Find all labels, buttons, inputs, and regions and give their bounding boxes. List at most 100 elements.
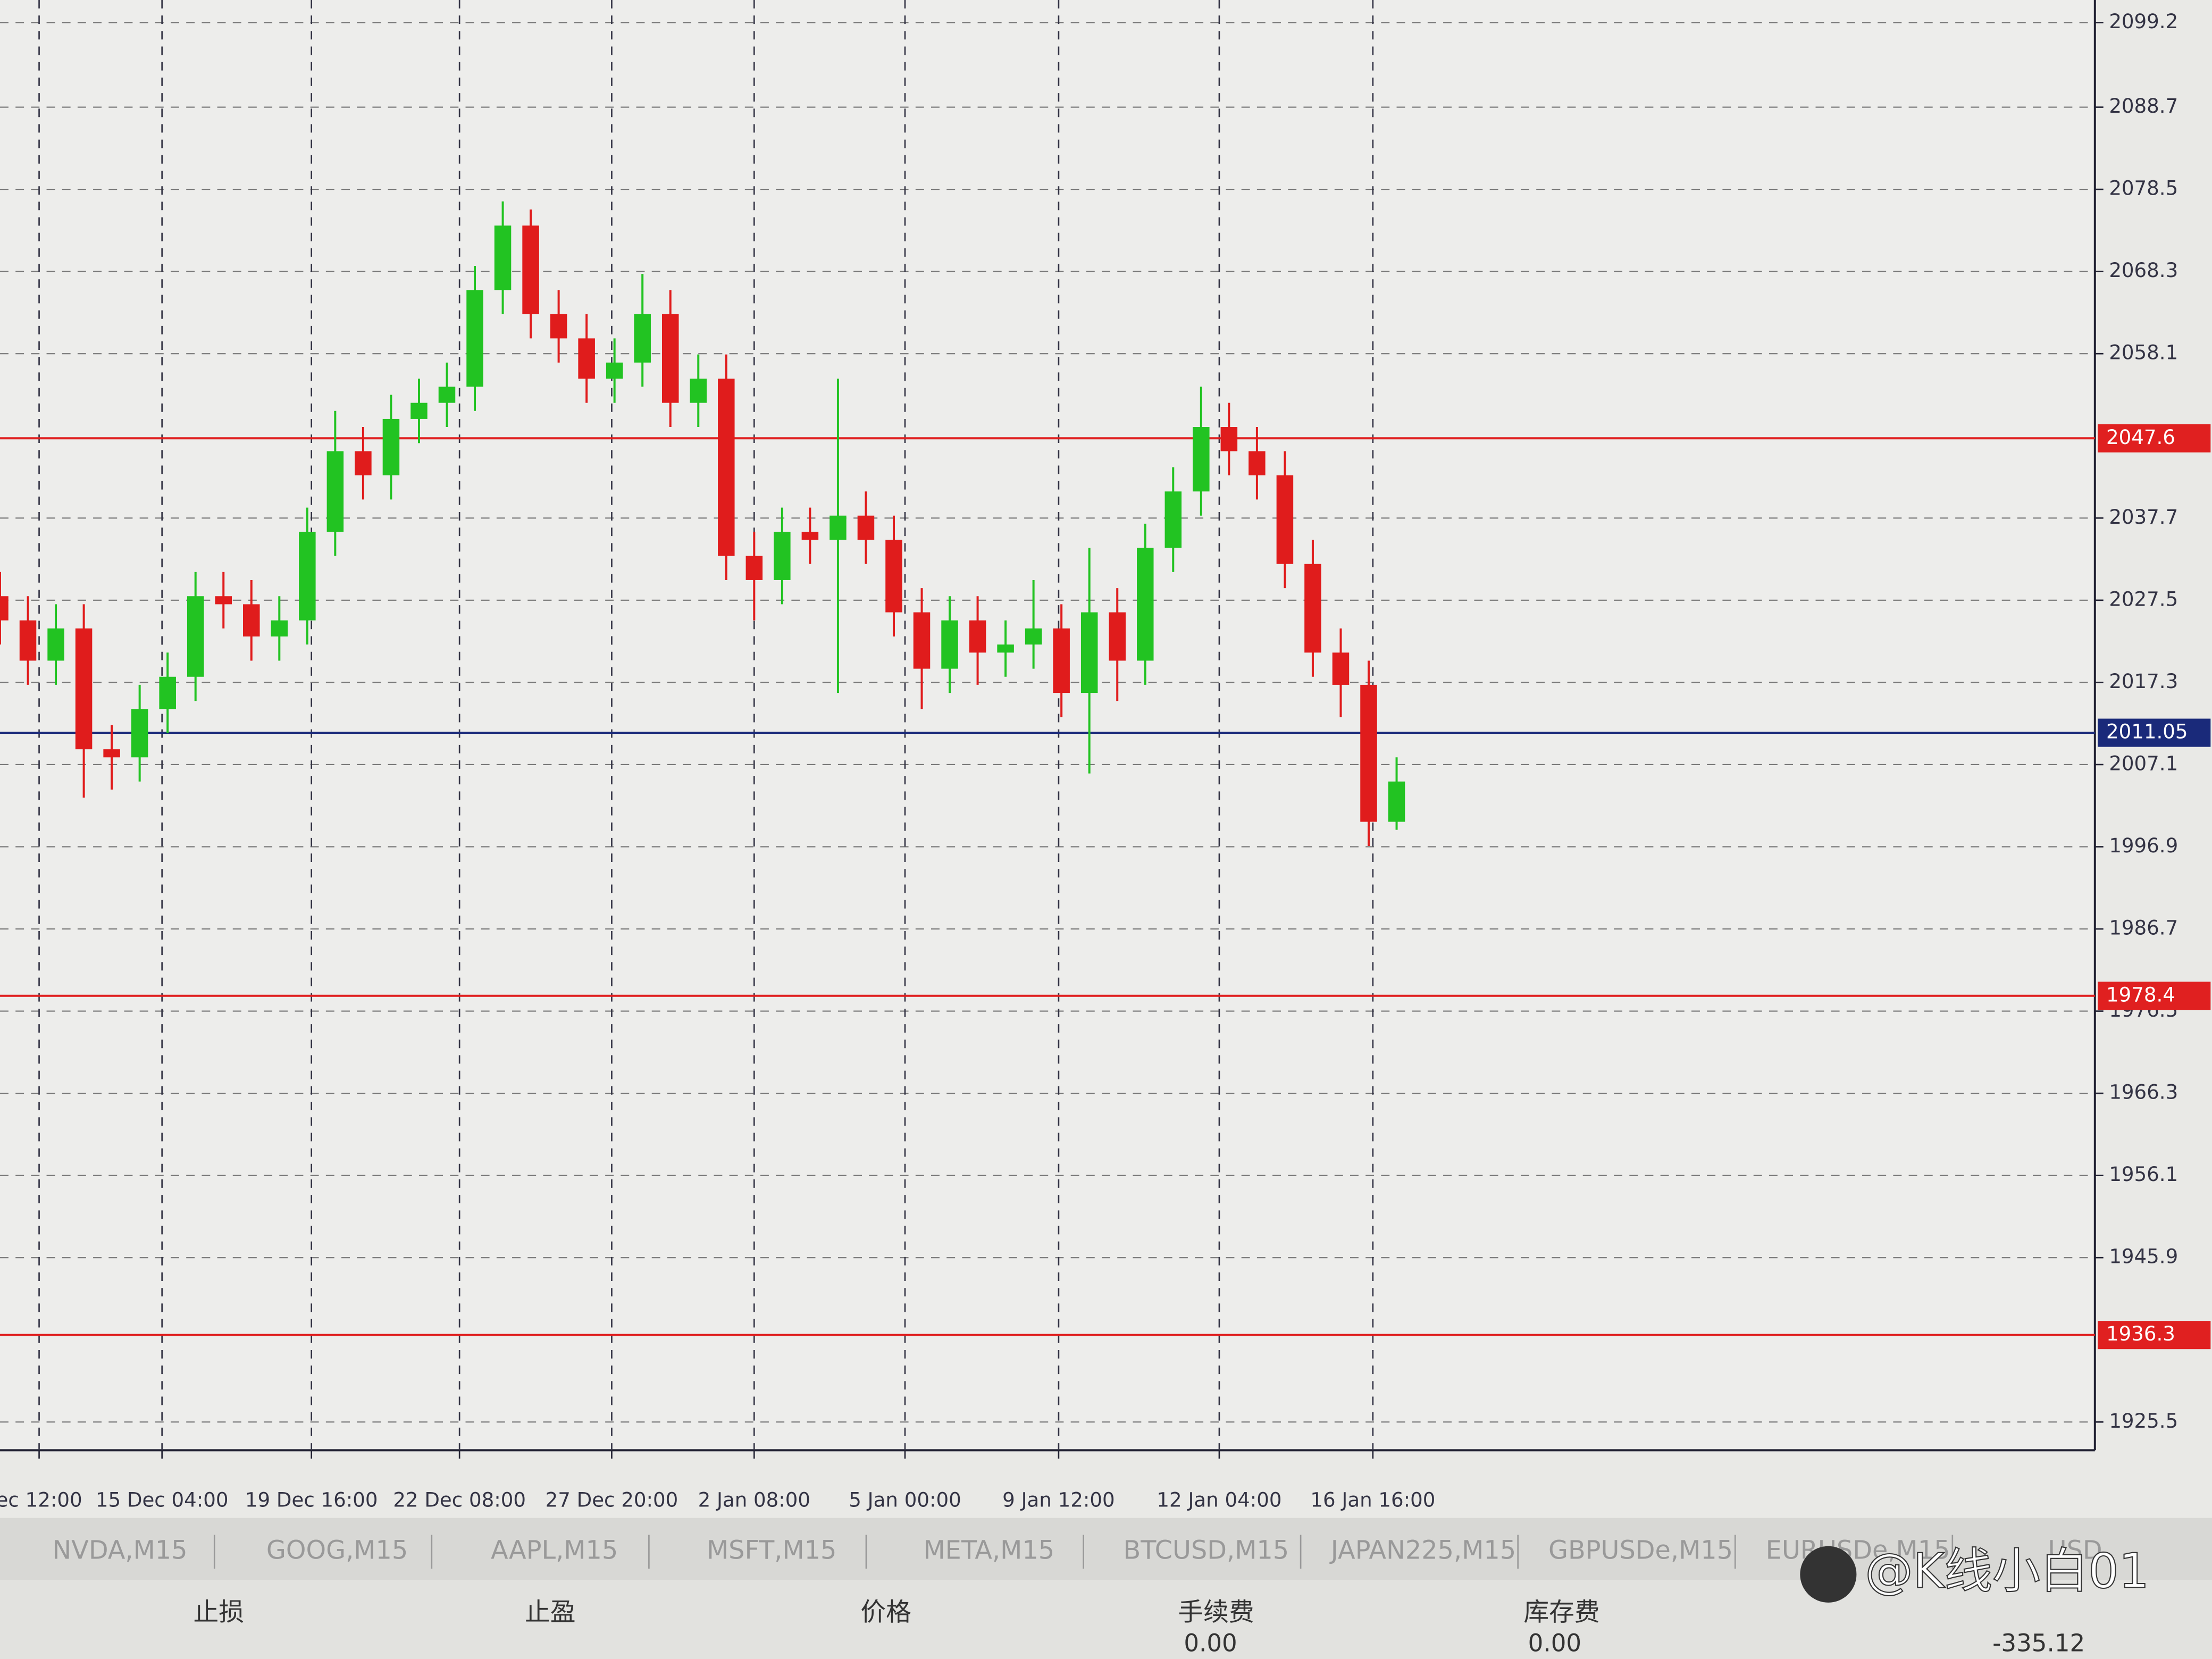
candle-body <box>494 225 512 290</box>
candle-body <box>745 556 763 580</box>
column-header: 止盈 <box>525 1598 576 1627</box>
candle-body <box>997 644 1014 653</box>
candle-body <box>941 620 958 669</box>
candle-body <box>466 290 483 387</box>
candle-body <box>382 418 400 475</box>
candle-body <box>355 451 372 475</box>
x-tick-label: 9 Jan 12:00 <box>1002 1488 1115 1511</box>
candle-body <box>969 620 986 653</box>
candle-body <box>1164 491 1182 548</box>
x-tick-label: 22 Dec 08:00 <box>393 1488 526 1511</box>
y-tick-label: 2099.2 <box>2109 10 2178 33</box>
price-level-label: 2011.05 <box>2106 720 2188 743</box>
candle-body <box>75 628 93 750</box>
symbol-tab[interactable]: GBPUSDe,M15 <box>1548 1536 1733 1565</box>
candle-body <box>1220 427 1238 451</box>
candle-body <box>1025 628 1042 645</box>
price-level-tag <box>2098 1321 2211 1350</box>
column-header: 价格 <box>860 1598 911 1627</box>
watermark: @K线小白01 <box>1865 1544 2149 1599</box>
candle-body <box>47 628 64 661</box>
candle-body <box>1193 427 1210 492</box>
candle-body <box>215 596 232 605</box>
candle-body <box>1276 475 1294 564</box>
candle-body <box>438 387 456 403</box>
x-tick-label: 12 Jan 04:00 <box>1157 1488 1281 1511</box>
candle-body <box>801 532 819 540</box>
candle-body <box>159 676 176 709</box>
price-level-tag <box>2098 982 2211 1010</box>
symbol-tab[interactable]: JAPAN225,M15 <box>1329 1536 1516 1565</box>
candle-body <box>1388 781 1405 822</box>
candle-body <box>661 314 679 403</box>
price-level-label: 1978.4 <box>2106 983 2175 1006</box>
candle-body <box>1136 548 1154 661</box>
price-level-tag <box>2098 718 2211 747</box>
price-level-label: 1936.3 <box>2106 1322 2175 1345</box>
candle-body <box>690 379 707 403</box>
candle-body <box>1304 564 1321 653</box>
y-tick-label: 2037.7 <box>2109 506 2178 529</box>
y-tick-label: 1925.5 <box>2109 1410 2178 1432</box>
candle-body <box>913 612 931 669</box>
price-level-label: 2047.6 <box>2106 426 2175 449</box>
symbol-tab[interactable]: NVDA,M15 <box>52 1536 187 1565</box>
candle-body <box>774 532 791 580</box>
column-header: 手续费 <box>1178 1598 1254 1627</box>
y-tick-label: 1945.9 <box>2109 1245 2178 1268</box>
candle-body <box>606 362 623 379</box>
x-tick-label: 19 Dec 16:00 <box>245 1488 378 1511</box>
y-tick-label: 2088.7 <box>2109 95 2178 118</box>
plot-area <box>0 0 2095 1450</box>
symbol-tab[interactable]: BTCUSD,M15 <box>1124 1536 1289 1565</box>
x-tick-label: ec 12:00 <box>0 1488 82 1511</box>
candle-body <box>271 620 288 637</box>
candle-body <box>326 451 344 532</box>
symbol-tab[interactable]: GOOG,M15 <box>266 1536 408 1565</box>
candle-body <box>885 540 902 613</box>
symbol-tab[interactable]: AAPL,M15 <box>491 1536 618 1565</box>
y-tick-label: 1956.1 <box>2109 1163 2178 1186</box>
x-tick-label: 15 Dec 04:00 <box>96 1488 229 1511</box>
y-tick-label: 2027.5 <box>2109 588 2178 610</box>
y-tick-label: 2078.5 <box>2109 177 2178 200</box>
column-header: 止损 <box>193 1598 244 1627</box>
candle-body <box>634 314 651 363</box>
x-tick-label: 2 Jan 08:00 <box>698 1488 810 1511</box>
candle-body <box>410 403 428 419</box>
y-tick-label: 1996.9 <box>2109 834 2178 857</box>
symbol-tab[interactable]: META,M15 <box>923 1536 1054 1565</box>
y-tick-label: 2007.1 <box>2109 752 2178 775</box>
y-tick-label: 2017.3 <box>2109 670 2178 693</box>
symbol-tab[interactable]: EURUSDe,M15 <box>1766 1536 1950 1565</box>
table-cell: 0.00 <box>1528 1629 1581 1657</box>
candle-body <box>550 314 567 339</box>
candle-body <box>830 515 847 540</box>
y-tick-label: 1966.3 <box>2109 1081 2178 1104</box>
x-tick-label: 5 Jan 00:00 <box>849 1488 961 1511</box>
symbol-tab[interactable]: USD <box>2048 1536 2102 1565</box>
candle-body <box>1053 628 1070 693</box>
symbol-tab[interactable]: MSFT,M15 <box>707 1536 836 1565</box>
candle-body <box>857 515 875 540</box>
y-tick-label: 1986.7 <box>2109 917 2178 940</box>
table-cell: -335.12 <box>1992 1629 2085 1657</box>
candle-body <box>1249 451 1266 475</box>
candle-body <box>1360 684 1377 822</box>
candle-body <box>187 596 204 677</box>
candle-body <box>0 596 9 621</box>
candle-body <box>103 749 120 758</box>
y-tick-label: 2068.3 <box>2109 259 2178 282</box>
watermark-icon <box>1800 1546 1857 1603</box>
candle-body <box>1109 612 1126 661</box>
column-header: 库存费 <box>1523 1598 1599 1627</box>
candle-body <box>1080 612 1098 693</box>
candle-body <box>131 709 148 758</box>
y-tick-label: 2058.1 <box>2109 341 2178 364</box>
candle-body <box>522 225 539 314</box>
candle-body <box>578 338 595 379</box>
x-tick-label: 16 Jan 16:00 <box>1310 1488 1435 1511</box>
